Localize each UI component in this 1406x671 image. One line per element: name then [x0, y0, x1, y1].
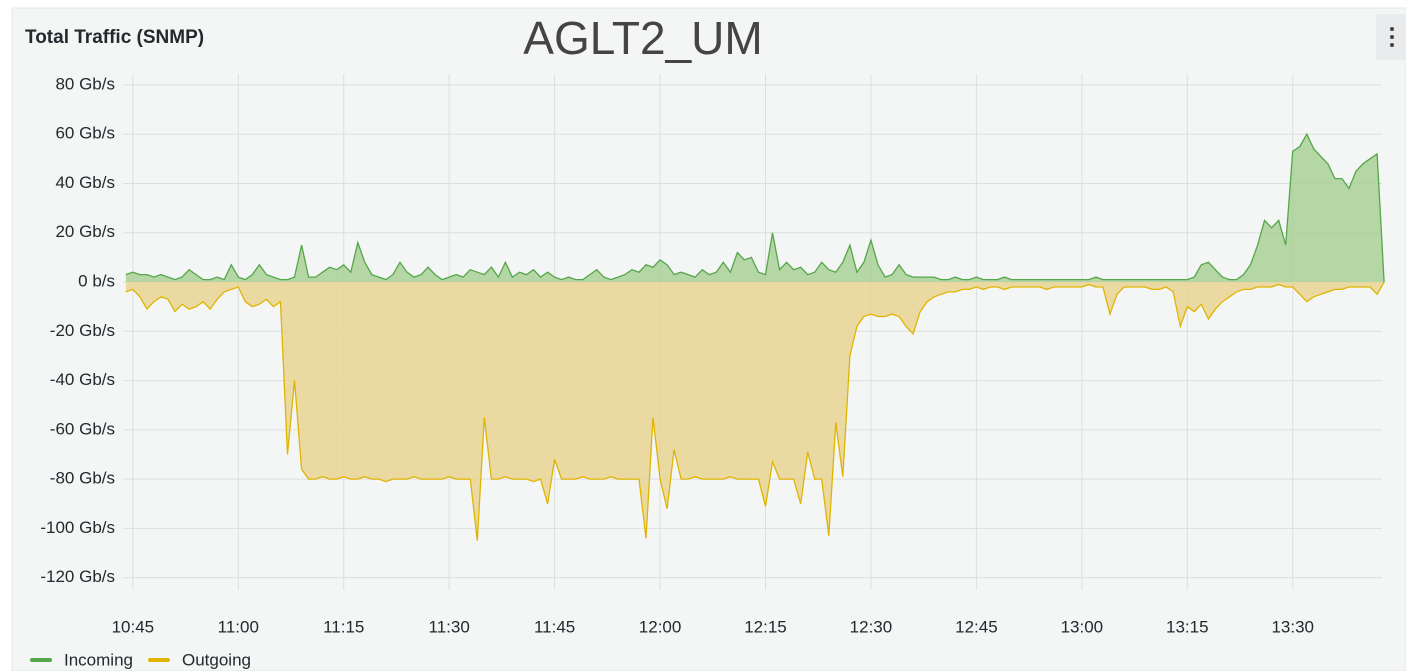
y-tick-label: 20 Gb/s [55, 222, 115, 241]
x-tick-label: 12:45 [955, 617, 998, 636]
legend-label: Incoming [64, 650, 133, 669]
menu-icon[interactable] [1376, 14, 1406, 60]
y-tick-label: 80 Gb/s [55, 74, 115, 93]
panel-title: Total Traffic (SNMP) [25, 27, 204, 48]
x-tick-label: 12:00 [639, 617, 682, 636]
series-line [125, 281, 1385, 541]
y-tick-label: -80 Gb/s [50, 469, 115, 488]
y-tick-label: -100 Gb/s [40, 518, 115, 537]
x-tick-label: 11:15 [323, 617, 364, 636]
x-tick-label: 11:30 [429, 617, 470, 636]
y-tick-label: -20 Gb/s [50, 321, 115, 340]
menu-dot [1390, 43, 1394, 47]
x-tick-label: 13:15 [1166, 617, 1209, 636]
y-tick-label: -120 Gb/s [40, 567, 115, 586]
x-tick-label: 13:30 [1271, 617, 1314, 636]
area-fill [125, 282, 1385, 541]
x-tick-label: 12:15 [744, 617, 787, 636]
y-tick-label: 40 Gb/s [55, 173, 115, 192]
y-tick-label: -40 Gb/s [50, 370, 115, 389]
y-tick-label: 0 b/s [78, 272, 115, 291]
x-tick-label: 13:00 [1061, 617, 1104, 636]
series-line [125, 132, 1385, 283]
area-fill [125, 134, 1385, 283]
x-tick-label: 11:00 [218, 617, 259, 636]
menu-dot [1390, 27, 1394, 31]
x-tick-label: 11:45 [534, 617, 575, 636]
x-tick-label: 10:45 [112, 617, 155, 636]
chart-title: AGLT2_UM [523, 12, 762, 64]
y-tick-label: -60 Gb/s [50, 419, 115, 438]
y-tick-label: 60 Gb/s [55, 124, 115, 143]
legend-label: Outgoing [182, 650, 251, 669]
menu-dot [1390, 35, 1394, 39]
x-tick-label: 12:30 [850, 617, 893, 636]
